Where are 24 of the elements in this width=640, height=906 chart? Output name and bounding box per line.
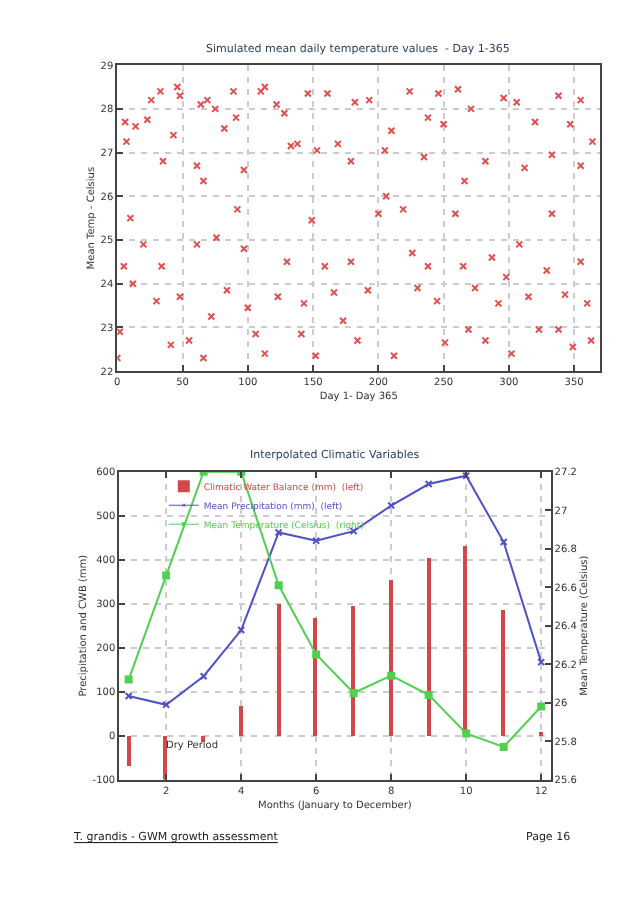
point bbox=[237, 626, 246, 635]
bar bbox=[127, 735, 132, 766]
point bbox=[462, 729, 471, 738]
bar bbox=[501, 609, 506, 736]
point bbox=[387, 501, 396, 510]
bar bbox=[313, 617, 318, 736]
point bbox=[424, 480, 433, 489]
bar bbox=[277, 603, 282, 736]
bar bbox=[427, 557, 432, 736]
bar bbox=[351, 605, 356, 736]
bar bbox=[239, 705, 244, 736]
bar bbox=[389, 579, 394, 736]
point bbox=[162, 571, 171, 580]
point bbox=[274, 581, 283, 590]
point bbox=[312, 536, 321, 545]
point bbox=[124, 675, 133, 684]
point bbox=[387, 671, 396, 680]
point bbox=[499, 742, 508, 751]
point bbox=[424, 690, 433, 699]
point bbox=[312, 650, 321, 659]
point bbox=[349, 689, 358, 697]
point bbox=[537, 702, 546, 711]
point bbox=[162, 700, 171, 709]
point bbox=[499, 538, 508, 547]
